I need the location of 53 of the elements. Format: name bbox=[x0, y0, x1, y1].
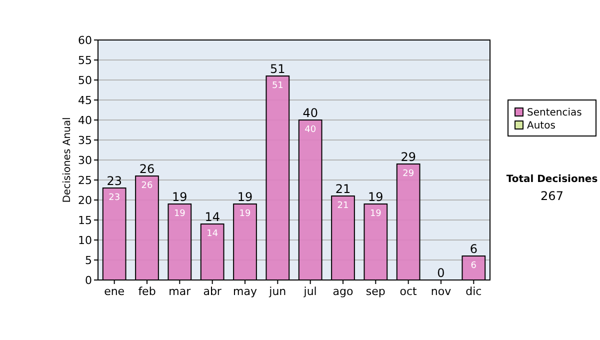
total-label: 21 bbox=[335, 182, 351, 196]
x-tick-label: sep bbox=[366, 285, 386, 298]
y-tick-label: 50 bbox=[78, 74, 92, 87]
data-label: 19 bbox=[174, 209, 186, 219]
x-tick-label: may bbox=[233, 285, 258, 298]
total-label: 19 bbox=[368, 190, 384, 204]
text: 267 bbox=[540, 189, 564, 203]
total-label: 40 bbox=[302, 106, 318, 120]
x-tick-label: ene bbox=[104, 285, 125, 298]
y-tick-label: 5 bbox=[85, 254, 92, 267]
total-label: 0 bbox=[437, 266, 445, 280]
total-label: 29 bbox=[400, 150, 416, 164]
total-label: 23 bbox=[106, 174, 122, 188]
data-label: 26 bbox=[141, 181, 153, 191]
total-label: 51 bbox=[270, 62, 286, 76]
x-tick-label: jun bbox=[268, 285, 286, 298]
x-tick-label: dic bbox=[466, 285, 482, 298]
x-tick-label: oct bbox=[400, 285, 418, 298]
y-tick-label: 60 bbox=[78, 34, 92, 47]
data-label: 29 bbox=[402, 169, 414, 179]
x-tick-label: feb bbox=[138, 285, 156, 298]
legend-label: Sentencias bbox=[527, 108, 582, 118]
x-tick-label: jul bbox=[302, 285, 317, 298]
y-tick-label: 10 bbox=[78, 234, 92, 247]
data-label: 51 bbox=[272, 81, 284, 91]
total-label: 6 bbox=[470, 242, 478, 256]
y-tick-label: 55 bbox=[78, 54, 92, 67]
y-tick-label: 20 bbox=[78, 194, 92, 207]
x-tick-label: nov bbox=[430, 285, 452, 298]
total-label: 19 bbox=[237, 190, 253, 204]
data-label: 14 bbox=[206, 229, 218, 239]
x-tick-label: abr bbox=[203, 285, 222, 298]
y-axis-title: Decisiones Anual bbox=[62, 117, 73, 203]
data-label: 19 bbox=[239, 209, 251, 219]
text: Total Decisiones bbox=[506, 174, 598, 185]
data-label: 19 bbox=[370, 209, 382, 219]
legend-label: Autos bbox=[527, 120, 556, 132]
y-tick-label: 45 bbox=[78, 94, 92, 107]
y-tick-label: 40 bbox=[78, 114, 92, 127]
data-label: 21 bbox=[337, 201, 349, 211]
total-label: 26 bbox=[139, 162, 155, 176]
data-label: 23 bbox=[108, 193, 120, 203]
data-label: 6 bbox=[470, 261, 477, 271]
x-tick-label: mar bbox=[168, 285, 192, 298]
y-tick-label: 35 bbox=[78, 134, 92, 147]
total-label: 19 bbox=[172, 190, 188, 204]
y-tick-label: 30 bbox=[78, 154, 92, 167]
y-tick-label: 0 bbox=[85, 274, 92, 287]
y-tick-label: 25 bbox=[78, 174, 92, 187]
x-tick-label: ago bbox=[332, 285, 354, 298]
y-tick-label: 15 bbox=[78, 214, 92, 227]
total-label: 14 bbox=[204, 210, 220, 224]
data-label: 40 bbox=[304, 125, 316, 135]
